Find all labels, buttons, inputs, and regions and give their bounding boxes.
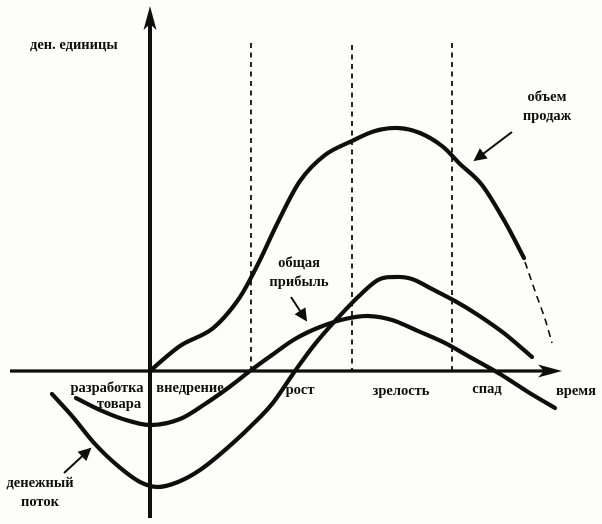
sales-curve bbox=[147, 125, 527, 374]
phase-label-vnedrenie: внедрение bbox=[156, 380, 224, 396]
annotation-arrows bbox=[63, 131, 513, 474]
sales-curve-dashed-tail bbox=[524, 261, 553, 344]
axes bbox=[10, 6, 562, 518]
text-labels: объем продаж общая прибыль денежный поток ден.… bbox=[6, 37, 596, 510]
cashflow-curve-label: денежный поток bbox=[6, 475, 73, 510]
phase-label-rost: рост bbox=[286, 382, 315, 398]
y-axis-label: ден. единицы bbox=[30, 37, 118, 53]
x-axis-label-vremya: время bbox=[556, 383, 596, 399]
cashflow-curve bbox=[49, 274, 535, 490]
cashflow-curve-pointer-arrow-icon bbox=[63, 447, 92, 474]
phase-label-zrelost: зрелость bbox=[373, 383, 430, 399]
profit-curve-pointer-arrow-icon bbox=[290, 296, 308, 322]
phase-label-razrabotka: разработка bbox=[70, 380, 144, 396]
curves bbox=[49, 125, 558, 490]
y-axis-arrowhead-icon bbox=[143, 6, 157, 30]
profit-curve-label: общая прибыль bbox=[269, 255, 328, 290]
sales-curve-label: объем продаж bbox=[523, 89, 572, 124]
phase-boundary-lines bbox=[250, 43, 453, 371]
phase-label-spad: спад bbox=[472, 381, 502, 397]
phase-label-tovara: товара bbox=[97, 396, 142, 412]
profit-curve bbox=[73, 313, 558, 428]
sales-curve-pointer-arrow-icon bbox=[473, 131, 513, 162]
x-axis-arrowhead-icon bbox=[538, 364, 562, 378]
